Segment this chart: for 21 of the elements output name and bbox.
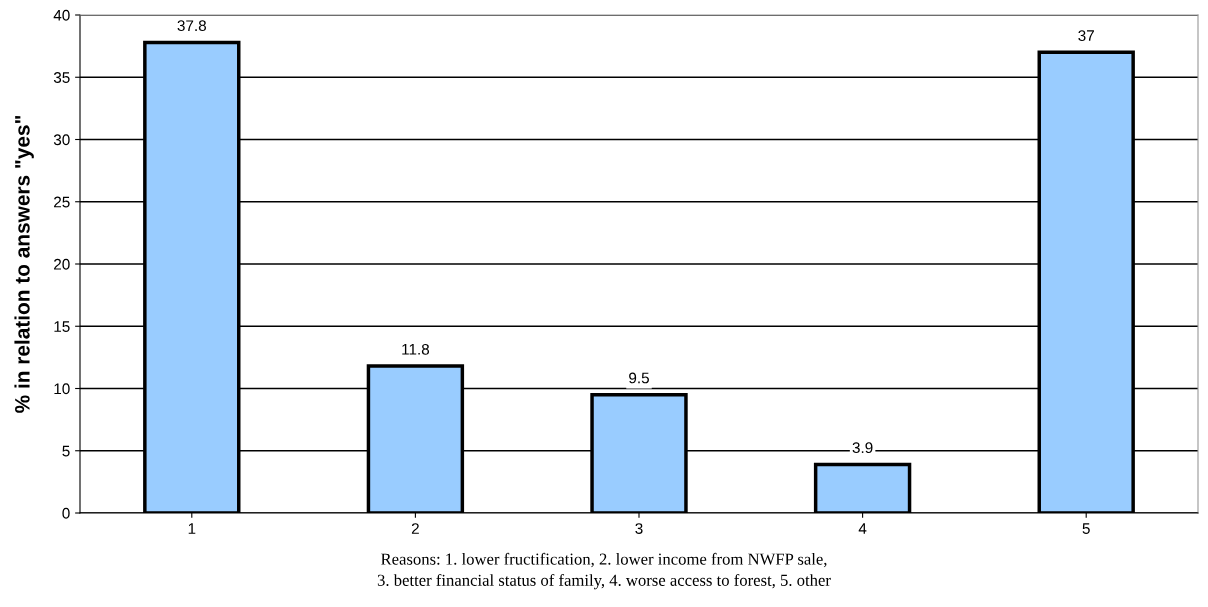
y-tick-label: 20 [54, 258, 70, 270]
y-tick-label: 35 [53, 72, 70, 83]
data-label: 9.5 [629, 372, 649, 384]
y-tick-label: 15 [54, 321, 70, 332]
y-tick-label: 10 [54, 383, 70, 395]
y-tick-label: 5 [62, 445, 70, 457]
data-label: 37 [1078, 30, 1094, 41]
x-tick-label: 5 [1082, 523, 1090, 534]
data-label: 11.8 [402, 343, 430, 355]
text: Reasons: 1. lower fructification, 2. lower income from NWFP sale, 3. better financial status of family, 4. worse access to forest, 5. other [377, 552, 831, 590]
y-tick-label: 40 [53, 9, 70, 21]
y-tick-label: 0 [62, 507, 70, 519]
y-axis-title: % in relation to answers "yes" [14, 115, 34, 413]
y-tick-label: 30 [53, 134, 70, 146]
x-tick-label: 1 [188, 523, 196, 534]
data-label: 37.8 [177, 20, 206, 32]
x-tick-label: 3 [635, 523, 643, 534]
data-label: 3.9 [852, 442, 873, 454]
y-tick-label: 25 [54, 196, 70, 208]
x-tick-label: 2 [411, 523, 419, 534]
x-tick-label: 4 [858, 523, 867, 534]
